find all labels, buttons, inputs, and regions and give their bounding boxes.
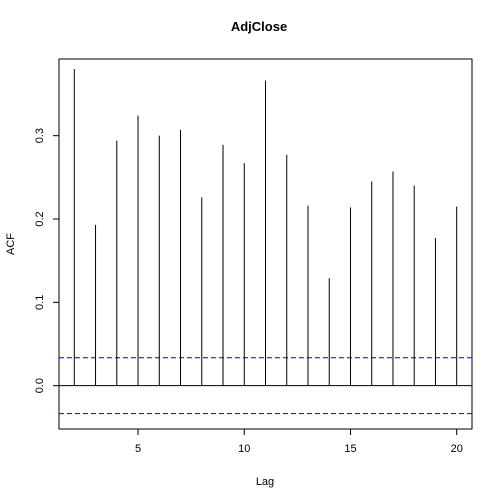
x-tick-label-20: 20 [451, 443, 463, 455]
x-tick-label-5: 5 [135, 443, 141, 455]
data-layer [59, 69, 472, 415]
x-axis: 5 10 15 20 [135, 429, 463, 455]
y-axis-label: ACF [5, 233, 17, 255]
x-tick-label-15: 15 [344, 443, 356, 455]
x-tick-label-10: 10 [238, 443, 250, 455]
y-tick-label-1: 0.1 [34, 295, 46, 310]
y-tick-label-3: 0.3 [34, 128, 46, 143]
y-tick-label-0: 0.0 [34, 378, 46, 393]
chart-title: AdjClose [231, 19, 287, 34]
y-axis: 0.0 0.1 0.2 0.3 [34, 128, 59, 393]
y-tick-label-2: 0.2 [34, 211, 46, 226]
plot-frame [58, 58, 473, 430]
x-axis-label: Lag [256, 476, 274, 488]
